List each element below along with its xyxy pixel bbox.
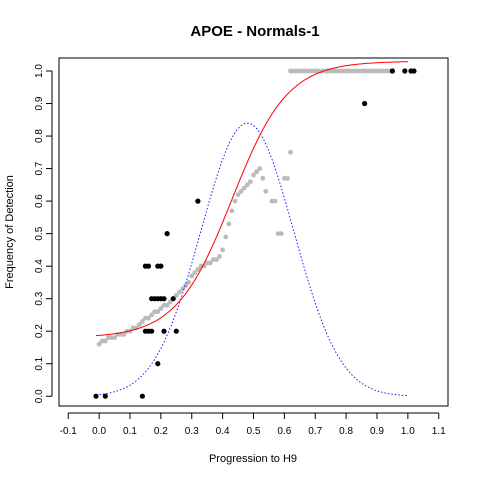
- smoothed-point-39: [217, 254, 222, 259]
- smoothed-point-30: [189, 273, 195, 279]
- smoothed-point-23: [167, 299, 173, 305]
- smoothed-point-31: [192, 270, 198, 276]
- plot-frame: [58, 57, 449, 407]
- x-tick-label-8: 0.7: [308, 426, 322, 437]
- smoothed-point-47: [241, 185, 247, 191]
- x-tick-label-0: -0.1: [60, 426, 78, 437]
- x-tick-label-11: 1.0: [401, 426, 415, 437]
- smoothed-point-52: [257, 166, 263, 172]
- observed-point-13: [161, 296, 167, 302]
- observed-point-25: [411, 68, 417, 74]
- y-tick-label-4: 0.4: [34, 259, 45, 273]
- y-tick-label-6: 0.6: [34, 194, 45, 208]
- smoothed-point-8: [121, 332, 127, 337]
- observed-point-6: [149, 328, 155, 334]
- y-axis-label: Frequency of Detection: [4, 175, 16, 289]
- chart-title: APOE - Normals-1: [190, 23, 319, 40]
- smoothed-point-16: [146, 315, 151, 321]
- x-axis: -0.1 0.0 0.1 0.2 0.3 0.4 0.5 0.6 0.7 0.8 0.9 1.0 1.1: [60, 412, 446, 437]
- observed-point-18: [158, 263, 164, 269]
- y-tick-label-5: 0.5: [34, 226, 45, 240]
- smoothed-point-40: [220, 247, 226, 253]
- observed-point-0: [93, 393, 99, 399]
- smoothed-point-28: [183, 283, 189, 289]
- smoothed-point-45: [235, 192, 241, 198]
- y-axis: 0.0 0.1 0.2 0.3 0.4 0.5 0.6 0.7 0.8 0.9 1.0: [34, 64, 53, 403]
- smoothed-point-48: [244, 182, 250, 188]
- smoothed-point-29: [186, 280, 192, 285]
- observed-point-20: [195, 198, 201, 204]
- x-tick-label-3: 0.2: [154, 426, 168, 437]
- fit-curve: [95, 61, 408, 337]
- smoothed-point-44: [232, 198, 238, 204]
- observed-point-21: [362, 100, 368, 107]
- smoothed-point-43: [229, 208, 235, 214]
- observed-point-2: [139, 393, 145, 399]
- density-curve: [95, 122, 408, 397]
- y-tick-label-0: 0.0: [34, 389, 45, 403]
- x-tick-label-5: 0.4: [216, 426, 230, 437]
- y-tick-label-9: 0.9: [34, 96, 45, 110]
- x-tick-label-10: 0.9: [370, 426, 384, 437]
- x-tick-label-4: 0.3: [185, 426, 199, 437]
- smoothed-point-0: [96, 341, 102, 347]
- y-tick-label-2: 0.2: [34, 324, 45, 338]
- x-tick-label-6: 0.5: [247, 426, 261, 437]
- observed-point-7: [161, 328, 167, 334]
- y-tick-label-10: 1.0: [34, 64, 45, 78]
- y-tick-label-7: 0.7: [34, 161, 45, 175]
- smoothed-point-54: [263, 188, 269, 194]
- smoothed-point-2: [102, 338, 108, 344]
- smoothed-point-53: [260, 175, 266, 181]
- smoothed-point-38: [214, 257, 219, 262]
- y-tick-label-8: 0.8: [34, 129, 45, 143]
- y-tick-label-3: 0.3: [34, 291, 45, 305]
- observed-point-22: [389, 68, 395, 74]
- smoothed-point-14: [140, 319, 145, 324]
- x-tick-label-1: 0.0: [92, 426, 106, 437]
- smoothed-point-13: [136, 322, 142, 328]
- smoothed-point-60: [285, 175, 290, 181]
- smoothed-point-42: [226, 221, 232, 227]
- smoothed-point-25: [173, 293, 179, 298]
- observed-point-19: [164, 231, 170, 237]
- smoothed-point-58: [278, 231, 284, 237]
- smoothed-point-61: [288, 149, 293, 155]
- smoothed-point-41: [223, 234, 229, 240]
- smoothed-point-56: [272, 198, 278, 204]
- smoothed-point-22: [164, 302, 170, 308]
- x-tick-label-7: 0.6: [277, 426, 291, 437]
- smoothed-point-5: [112, 335, 117, 341]
- plot-content: [93, 61, 417, 399]
- x-tick-label-2: 0.1: [123, 426, 137, 437]
- smoothed-point-51: [254, 169, 259, 175]
- smoothed-point-26: [177, 289, 182, 295]
- smoothed-point-32: [195, 267, 201, 272]
- x-tick-label-12: 1.1: [432, 426, 446, 437]
- smoothed-point-46: [238, 188, 244, 194]
- observed-point-8: [173, 328, 179, 334]
- smoothed-point-19: [155, 309, 161, 315]
- smoothed-point-17: [149, 312, 155, 318]
- observed-point-14: [170, 296, 176, 302]
- observed-point-16: [145, 263, 152, 269]
- smoothed-point-50: [251, 172, 256, 178]
- observed-point-1: [102, 393, 108, 399]
- y-tick-label-1: 0.1: [34, 356, 45, 370]
- x-tick-label-9: 0.8: [339, 426, 353, 437]
- observed-point-3: [155, 361, 161, 367]
- x-axis-label: Progression to H9: [209, 453, 297, 465]
- smoothed-point-36: [207, 260, 213, 266]
- smoothed-point-20: [158, 306, 164, 311]
- smoothed-point-49: [248, 179, 253, 185]
- observed-point-23: [402, 68, 408, 74]
